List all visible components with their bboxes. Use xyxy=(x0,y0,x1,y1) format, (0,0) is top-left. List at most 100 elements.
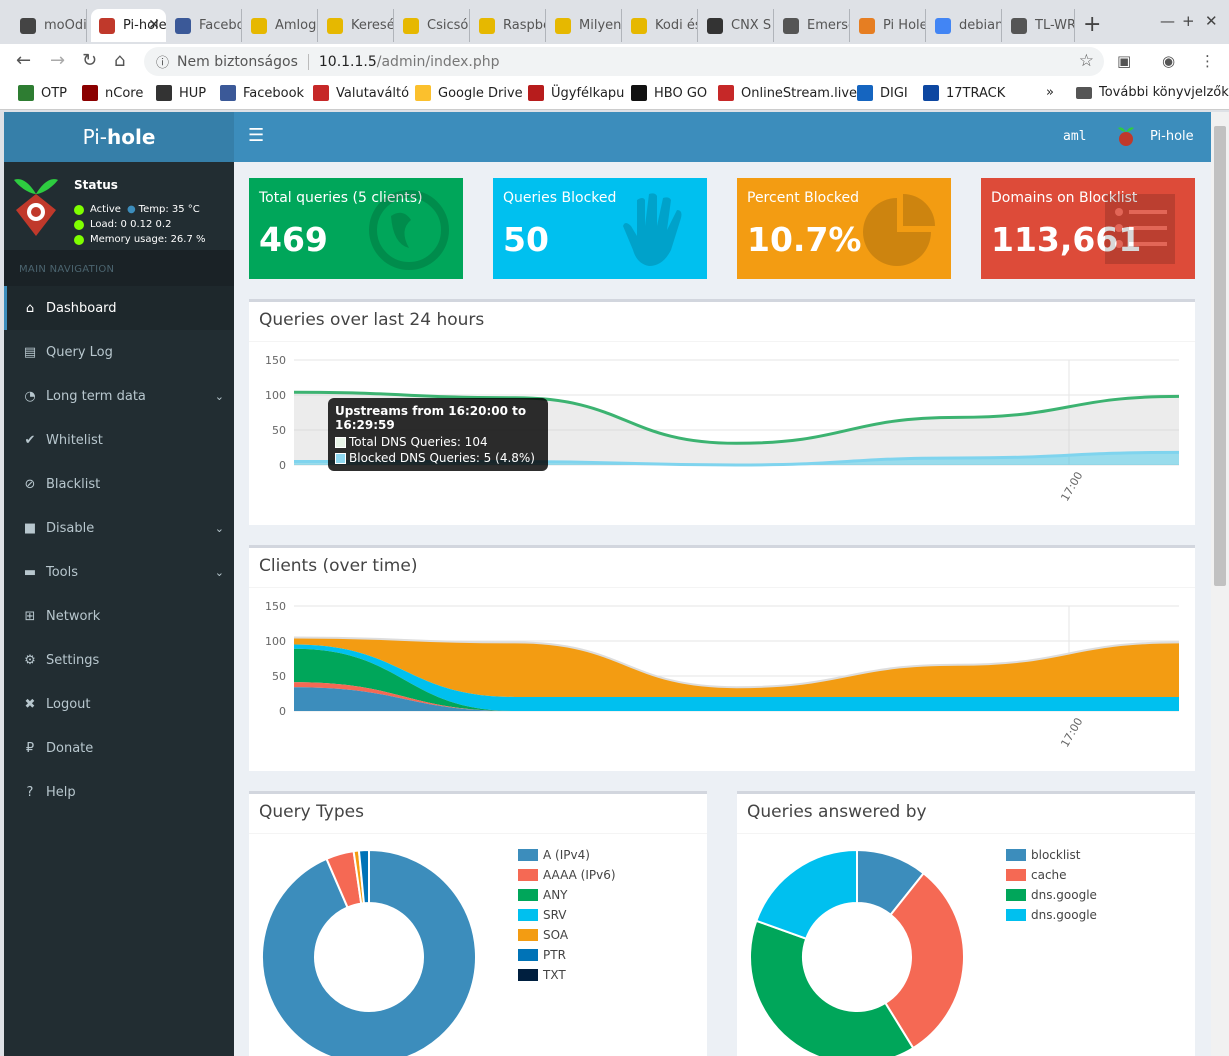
reload-button[interactable]: ↻ xyxy=(82,50,98,71)
query-types-donut[interactable] xyxy=(249,837,499,1056)
tab-title: Kodi és xyxy=(655,18,698,33)
legend-item[interactable]: ANY xyxy=(518,888,568,902)
bookmark-item[interactable]: HUP xyxy=(156,85,206,101)
nav-item-tools[interactable]: ▬ Tools ⌄ xyxy=(23,564,224,580)
browser-tab[interactable]: Amlogic xyxy=(243,9,318,42)
tab-favicon-icon xyxy=(783,17,799,34)
legend-item[interactable]: PTR xyxy=(518,948,566,962)
top-navbar: ☰ aml Pi-hole xyxy=(234,112,1211,162)
donut-slice[interactable] xyxy=(755,848,858,940)
nav-item-network[interactable]: ⊞ Network xyxy=(4,594,234,638)
donut-slice[interactable] xyxy=(261,848,477,1056)
check-circle-icon: ✔ xyxy=(24,432,36,448)
bookmark-item[interactable]: Valutaváltó xyxy=(313,85,409,101)
browser-tab[interactable]: Raspberry xyxy=(471,9,546,42)
nav-item-dashboard[interactable]: ⌂ Dashboard xyxy=(4,286,234,330)
tab-favicon-icon xyxy=(403,17,419,34)
browser-tab[interactable]: debian xyxy=(927,9,1002,42)
legend-item[interactable]: TXT xyxy=(518,968,566,982)
browser-tab[interactable]: Emerson xyxy=(775,9,850,42)
scrollbar-thumb[interactable] xyxy=(1214,126,1226,586)
file-icon: ▤ xyxy=(23,344,37,360)
browser-tab[interactable]: Pi-hole ✕ xyxy=(91,9,166,42)
bookmark-item[interactable]: DIGI xyxy=(857,85,908,101)
clients-over-time-panel: Clients (over time) 0 50 100 150 17:00 xyxy=(249,545,1195,771)
extension-icon[interactable]: ▣ xyxy=(1117,52,1132,70)
profile-avatar-icon[interactable]: ◉ xyxy=(1162,52,1176,70)
bookmark-item[interactable]: Facebook xyxy=(220,85,304,101)
bookmark-star-icon[interactable]: ☆ xyxy=(1078,51,1094,71)
browser-tab[interactable]: TL-WR xyxy=(1003,9,1075,42)
tooltip-blocked-row: Blocked DNS Queries: 5 (4.8%) xyxy=(335,451,541,465)
bookmark-item[interactable]: nCore xyxy=(82,85,143,101)
bookmark-item[interactable]: Ügyfélkapu xyxy=(528,85,624,101)
bookmark-favicon-icon xyxy=(220,85,236,101)
main-navigation-header: MAIN NAVIGATION xyxy=(4,250,234,286)
app-logo[interactable]: Pi-hole xyxy=(4,112,234,162)
nav-item-whitelist[interactable]: ✔ Whitelist xyxy=(4,418,234,462)
user-menu[interactable]: Pi-hole xyxy=(1116,125,1194,147)
browser-tab[interactable]: CNX S xyxy=(699,9,774,42)
forward-destinations-donut[interactable] xyxy=(737,837,987,1056)
back-button[interactable]: ← xyxy=(16,50,32,71)
info-icon[interactable]: ⓘ xyxy=(156,56,170,71)
query-types-title: Query Types xyxy=(249,794,707,834)
nav-item-donate[interactable]: ₽ Donate xyxy=(4,726,234,770)
legend-item[interactable]: AAAA (IPv6) xyxy=(518,868,616,882)
bookmark-item[interactable]: Google Drive xyxy=(415,85,523,101)
nav-item-settings[interactable]: ⚙ Settings xyxy=(4,638,234,682)
sidebar-toggle-icon[interactable]: ☰ xyxy=(248,125,265,146)
question-circle-icon: ? xyxy=(26,784,34,800)
bookmark-item[interactable]: OnlineStream.live xyxy=(718,85,857,101)
bookmarks-overflow-button[interactable]: » xyxy=(1046,85,1054,100)
bookmarks-bar: OTP nCore HUP Facebook Valutaváltó Google Dri… xyxy=(0,78,1229,110)
forward-destinations-panel: Queries answered by blocklist cache dns.go… xyxy=(737,791,1195,1056)
legend-item[interactable]: SOA xyxy=(518,928,568,942)
menu-dots-icon[interactable]: ⋮ xyxy=(1200,52,1215,70)
legend-item[interactable]: dns.google xyxy=(1006,888,1097,902)
browser-tab[interactable]: Pi Hole xyxy=(851,9,926,42)
donut-slice[interactable] xyxy=(883,871,965,1050)
nav-item-help[interactable]: ? Help xyxy=(4,770,234,814)
legend-item[interactable]: cache xyxy=(1006,868,1067,882)
nav-item-logout[interactable]: ✖ Logout xyxy=(4,682,234,726)
donut-slice[interactable] xyxy=(749,919,915,1056)
nav-item-long-term-data[interactable]: ◔ Long term data ⌄ xyxy=(4,374,234,418)
legend-item[interactable]: A (IPv4) xyxy=(518,848,590,862)
nav-item-query-log[interactable]: ▤ Query Log xyxy=(23,344,113,360)
address-bar[interactable]: ⓘ Nem biztonságos 10.1.1.5/admin/index.p… xyxy=(144,47,1104,76)
nav-item-disable[interactable]: ■ Disable ⌄ xyxy=(23,520,224,536)
legend-item[interactable]: SRV xyxy=(518,908,567,922)
bookmark-item[interactable]: 17TRACK xyxy=(923,85,1005,101)
bookmark-favicon-icon xyxy=(313,85,329,101)
nav-item-blacklist[interactable]: ⊘ Blacklist xyxy=(4,462,234,506)
browser-tab[interactable]: Csicsóka xyxy=(395,9,470,42)
home-button[interactable]: ⌂ xyxy=(114,50,126,71)
close-window-button[interactable]: ✕ xyxy=(1205,12,1218,30)
page-scrollbar[interactable] xyxy=(1211,112,1229,1056)
browser-tab[interactable]: Kodi és xyxy=(623,9,698,42)
clients-over-time-chart[interactable]: 0 50 100 150 17:00 xyxy=(249,588,1195,768)
forward-button[interactable]: → xyxy=(50,50,66,71)
legend-swatch xyxy=(518,969,538,981)
legend-item[interactable]: blocklist xyxy=(1006,848,1080,862)
bookmark-favicon-icon xyxy=(528,85,544,101)
new-tab-button[interactable]: + xyxy=(1083,12,1102,37)
bookmark-favicon-icon xyxy=(718,85,734,101)
username-label: aml xyxy=(1063,129,1087,144)
bookmark-item[interactable]: OTP xyxy=(18,85,67,101)
close-tab-icon[interactable]: ✕ xyxy=(148,17,160,33)
browser-tab[interactable]: Facebook xyxy=(167,9,242,42)
tab-title: debian xyxy=(959,18,1002,33)
minimize-button[interactable]: — xyxy=(1160,12,1175,30)
donut-slice[interactable] xyxy=(357,848,370,905)
legend-item[interactable]: dns.google xyxy=(1006,908,1097,922)
browser-tab[interactable]: Milyen xyxy=(547,9,622,42)
maximize-button[interactable]: + xyxy=(1182,12,1195,30)
browser-tab[interactable]: moOdi xyxy=(12,9,87,42)
stat-box: Domains on Blocklist 113,661 xyxy=(981,178,1195,279)
bookmark-favicon-icon xyxy=(18,85,34,101)
bookmark-item[interactable]: HBO GO xyxy=(631,85,707,101)
browser-tab[interactable]: Keresés xyxy=(319,9,394,42)
other-bookmarks-folder[interactable]: További könyvjelzők xyxy=(1076,85,1229,100)
